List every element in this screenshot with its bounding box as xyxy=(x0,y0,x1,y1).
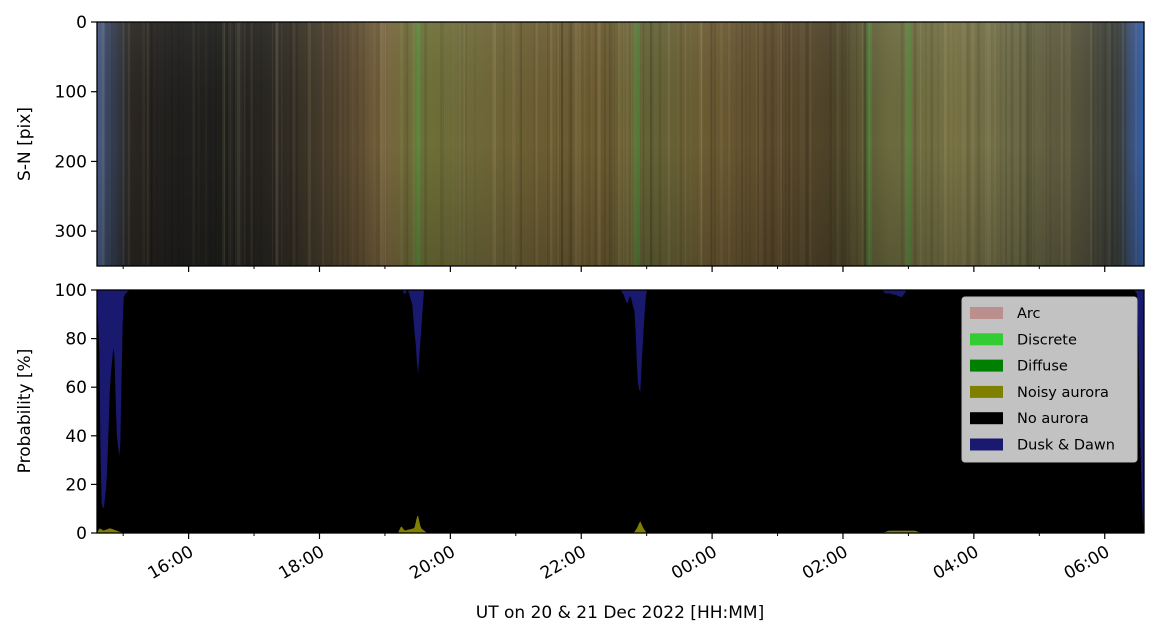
x-tick-label: 06:00 xyxy=(1061,542,1113,584)
x-tick-label: 22:00 xyxy=(537,542,589,584)
keogram-panel: 0 100 200 300 S-N [pix] xyxy=(15,13,1145,272)
legend-box xyxy=(961,296,1138,463)
x-tick-label: 04:00 xyxy=(930,542,982,584)
legend: Arc Discrete Diffuse Noisy aurora No aurora D… xyxy=(961,296,1138,463)
legend-swatch xyxy=(970,333,1003,346)
x-axis-label: UT on 20 & 21 Dec 2022 [HH:MM] xyxy=(476,603,764,623)
classification-y-tick-label: 0 xyxy=(76,524,87,544)
keogram-y-tick-label: 200 xyxy=(55,152,87,172)
keogram-y-tick-label: 100 xyxy=(55,83,87,103)
legend-label: Diffuse xyxy=(1017,359,1068,375)
x-tick-label: 20:00 xyxy=(406,542,458,584)
classification-frame xyxy=(96,289,1145,534)
classification-y-tick-label: 20 xyxy=(65,475,87,495)
classification-y-ticks: 0 20 40 60 80 100 xyxy=(55,281,97,544)
legend-swatch xyxy=(970,307,1003,319)
classification-y-tick-label: 100 xyxy=(55,281,87,301)
keogram-y-label: S-N [pix] xyxy=(15,107,35,181)
area-no-aurora xyxy=(97,290,1144,533)
classification-panel: 0 20 40 60 80 100 16:00 18:00 20:00 22:00 00:00 02… xyxy=(15,281,1145,623)
classification-y-tick-label: 40 xyxy=(65,427,87,447)
legend-swatch xyxy=(970,359,1003,372)
classification-x-ticks: 16:00 18:00 20:00 22:00 00:00 02:00 04:00 06:00 xyxy=(122,533,1113,584)
legend-label: Noisy aurora xyxy=(1017,385,1109,401)
keogram-shading xyxy=(97,22,1144,266)
x-tick-label: 16:00 xyxy=(145,542,197,584)
legend-label: Dusk & Dawn xyxy=(1017,438,1115,454)
keogram-y-ticks: 0 100 200 300 xyxy=(55,13,97,242)
classification-y-tick-label: 60 xyxy=(65,378,87,398)
keogram-y-tick-label: 300 xyxy=(55,222,87,242)
classification-y-label: Probability [%] xyxy=(15,349,35,474)
legend-label: No aurora xyxy=(1017,411,1089,427)
x-tick-label: 18:00 xyxy=(276,542,328,584)
x-tick-label: 00:00 xyxy=(668,542,720,584)
classification-areas xyxy=(97,290,1144,533)
classification-y-tick-label: 80 xyxy=(65,330,87,350)
legend-swatch xyxy=(970,412,1003,425)
x-tick-label: 02:00 xyxy=(799,542,851,584)
keogram-frame xyxy=(96,21,1145,267)
legend-items: Arc Discrete Diffuse Noisy aurora No aurora D… xyxy=(970,306,1115,454)
keogram-x-ticks xyxy=(122,266,1106,272)
legend-swatch xyxy=(970,385,1003,398)
legend-label: Arc xyxy=(1017,306,1041,322)
keogram-y-tick-label: 0 xyxy=(76,13,87,33)
legend-label: Discrete xyxy=(1017,332,1077,348)
legend-swatch xyxy=(970,438,1003,451)
